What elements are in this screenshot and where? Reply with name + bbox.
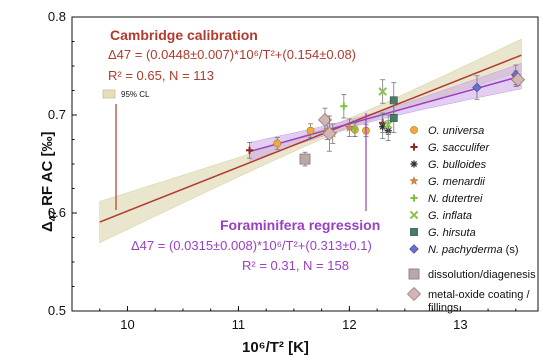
legend-label: N. dutertrei bbox=[428, 193, 483, 205]
data-point bbox=[472, 75, 482, 100]
x-tick-label: 11 bbox=[232, 317, 246, 332]
cambridge-equation: Δ47 = (0.0448±0.007)*10⁶/T²+(0.154±0.08) bbox=[108, 47, 356, 62]
legend-item: G. menardii bbox=[409, 176, 485, 188]
legend-item: G. sacculifer bbox=[410, 142, 490, 154]
x-axis-title: 10⁶/T² [K] bbox=[242, 339, 309, 356]
foram-r2: R² = 0.31, N = 158 bbox=[242, 258, 349, 273]
data-point bbox=[389, 102, 398, 134]
legend: O. universa G. sacculifer G. bulloides G. m… bbox=[406, 125, 536, 314]
legend-label: G. inflata bbox=[428, 210, 472, 222]
cambridge-line bbox=[99, 54, 522, 223]
axis-ticks: 10 11 12 13 0.5 0.6 0.7 0.8 bbox=[48, 9, 517, 332]
cl-legend-label: 95% CL bbox=[121, 90, 150, 99]
cambridge-r2: R² = 0.65, N = 113 bbox=[108, 68, 214, 83]
data-point bbox=[379, 114, 387, 139]
data-point bbox=[344, 118, 355, 137]
legend-label: G. hirsuta bbox=[428, 227, 476, 239]
data-point bbox=[245, 142, 254, 159]
x-tick-label: 10 bbox=[120, 317, 134, 332]
foram-title: Foraminifera regression bbox=[220, 217, 380, 233]
legend-item: metal-oxide coating / fillings bbox=[406, 286, 530, 314]
y-axis-title-sub: 47 bbox=[48, 210, 59, 222]
y-tick-label: 0.7 bbox=[48, 107, 66, 122]
y-axis-title-main: Δ bbox=[39, 221, 56, 232]
legend-label: metal-oxide coating / fillings bbox=[428, 289, 530, 314]
data-point bbox=[510, 72, 526, 87]
legend-label: G. menardii bbox=[428, 176, 485, 188]
legend-label: O. universa bbox=[428, 125, 484, 137]
data-point bbox=[383, 114, 393, 136]
cambridge-title: Cambridge calibration bbox=[110, 27, 258, 43]
legend-label: G. sacculifer bbox=[428, 142, 490, 154]
y-axis-title: Δ47 RF AC [‰] bbox=[39, 131, 59, 232]
cl-legend-swatch bbox=[102, 89, 116, 99]
data-points bbox=[245, 64, 526, 167]
data-point bbox=[306, 123, 315, 138]
legend-item: O. universa bbox=[410, 125, 484, 137]
data-point bbox=[351, 120, 359, 137]
data-point bbox=[322, 115, 337, 152]
x-tick-label: 13 bbox=[453, 317, 467, 332]
y-tick-label: 0.6 bbox=[48, 205, 66, 220]
data-point bbox=[340, 94, 348, 119]
y-axis-title-rest: RF AC [‰] bbox=[39, 131, 56, 210]
y-tick-label: 0.8 bbox=[48, 9, 66, 24]
data-point bbox=[299, 151, 311, 167]
legend-item: N. dutertrei bbox=[410, 193, 483, 205]
x-tick-label: 12 bbox=[342, 317, 356, 332]
legend-item: dissolution/diagenesis bbox=[408, 268, 536, 281]
legend-label: dissolution/diagenesis bbox=[428, 269, 536, 281]
legend-item: G. bulloides bbox=[410, 159, 487, 171]
y-tick-label: 0.5 bbox=[48, 303, 66, 318]
legend-item: N. pachyderma (s) bbox=[409, 244, 518, 256]
data-point bbox=[378, 79, 387, 104]
data-point bbox=[273, 137, 282, 150]
legend-item: G. hirsuta bbox=[410, 227, 476, 239]
foram-equation: Δ47 = (0.0315±0.008)*10⁶/T²+(0.313±0.1) bbox=[131, 238, 372, 253]
legend-label: G. bulloides bbox=[428, 159, 487, 171]
legend-item: G. inflata bbox=[409, 210, 472, 222]
legend-label: N. pachyderma (s) bbox=[428, 244, 518, 256]
